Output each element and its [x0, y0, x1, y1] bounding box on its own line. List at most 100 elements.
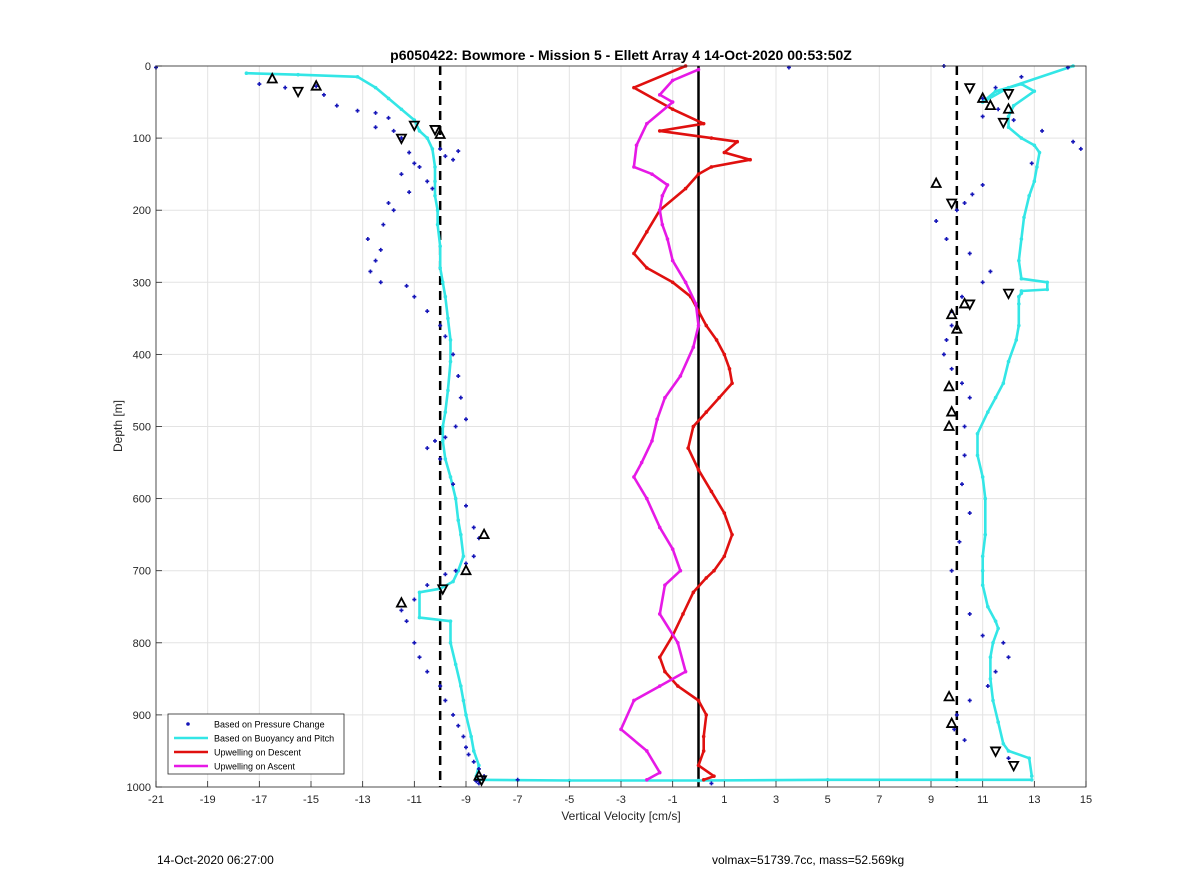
series-point	[670, 78, 675, 83]
series-point	[670, 100, 675, 104]
pressure-point	[954, 208, 959, 213]
x-tick-label: -9	[461, 794, 471, 806]
pressure-point	[443, 435, 448, 440]
pressure-point	[985, 684, 990, 689]
series-point	[1037, 150, 1042, 155]
series-point	[639, 460, 644, 465]
series-point	[696, 467, 701, 472]
pressure-point	[373, 110, 378, 115]
down-triangle-marker	[429, 125, 441, 137]
series-point	[632, 251, 636, 256]
series-point	[696, 67, 701, 72]
up-triangle-marker	[478, 527, 491, 540]
series-point	[446, 316, 450, 321]
pressure-point	[1029, 161, 1034, 166]
pressure-point	[962, 424, 967, 429]
series-point	[701, 734, 706, 739]
series-point	[440, 280, 445, 285]
series-point	[443, 294, 448, 299]
series-layer	[244, 64, 1075, 783]
pressure-point	[334, 103, 339, 108]
pressure-point	[443, 572, 448, 577]
pressure-point	[464, 417, 468, 422]
pressure-point	[1071, 139, 1076, 144]
series-point	[670, 107, 675, 112]
x-tick-label: 11	[977, 794, 988, 806]
series-point	[1006, 114, 1011, 119]
series-point	[417, 615, 422, 620]
x-tick-label: -19	[200, 794, 216, 806]
series-point	[1019, 276, 1024, 281]
pressure-point	[980, 96, 985, 101]
y-tick-label: 1000	[127, 782, 151, 794]
series-point	[996, 720, 1000, 724]
series-point	[722, 511, 727, 515]
series-point	[1029, 777, 1034, 782]
pressure-point	[954, 712, 959, 717]
pressure-point	[960, 381, 964, 386]
series-point	[417, 590, 422, 595]
series-point	[1017, 258, 1021, 263]
series-point	[983, 496, 988, 501]
pressure-point	[466, 752, 471, 757]
pressure-point	[967, 251, 972, 256]
x-tick-label: 5	[825, 794, 831, 806]
series-point	[663, 395, 667, 400]
pressure-point	[321, 92, 326, 97]
pressure-point	[443, 698, 448, 703]
series-point	[696, 698, 701, 703]
pressure-point	[451, 352, 456, 357]
chart-title: p6050422: Bowmore - Mission 5 - Ellett A…	[390, 47, 852, 63]
series-point	[1019, 82, 1024, 86]
series-point	[991, 641, 995, 645]
y-tick-label: 800	[133, 638, 151, 650]
series-point	[730, 532, 734, 537]
legend-label: Based on Pressure Change	[214, 720, 325, 730]
series-point	[980, 554, 985, 559]
series-point	[722, 554, 727, 559]
pressure-point	[471, 759, 476, 764]
series-point	[676, 684, 680, 688]
down-triangle-marker	[395, 133, 408, 146]
series-point	[657, 93, 662, 97]
y-tick-label: 500	[133, 422, 151, 434]
pressure-point	[1001, 640, 1006, 645]
pressure-point	[962, 453, 967, 458]
legend: Based on Pressure Change Based on Buoyanc…	[167, 713, 345, 775]
pressure-point	[373, 258, 378, 263]
series-point	[1001, 741, 1006, 746]
series-point	[986, 410, 990, 414]
pressure-point	[443, 334, 448, 339]
reference-lines	[438, 66, 959, 787]
up-triangle-marker	[395, 596, 408, 608]
series-point	[650, 439, 654, 443]
down-triangle-marker	[475, 775, 488, 787]
series-point	[1017, 294, 1021, 299]
pressure-point	[453, 424, 458, 429]
series-point	[722, 352, 727, 357]
series-point	[670, 547, 675, 551]
series-point	[701, 777, 706, 782]
series-point	[399, 107, 404, 112]
series-point	[993, 89, 998, 94]
x-axis-label: Vertical Velocity [cm/s]	[561, 809, 680, 823]
series-point	[435, 208, 440, 212]
series-point	[440, 424, 445, 429]
pressure-point	[451, 712, 456, 717]
x-tick-label: -13	[355, 794, 371, 806]
series-point	[730, 381, 734, 386]
series-point	[425, 136, 430, 140]
down-triangle-marker	[408, 120, 421, 133]
pressure-point	[962, 738, 967, 743]
y-tick-label: 600	[133, 494, 151, 506]
pressure-point	[952, 727, 957, 732]
series-point	[701, 121, 706, 126]
series-point	[634, 143, 639, 148]
pressure-point	[980, 280, 985, 285]
series-point	[704, 713, 709, 717]
series-point	[696, 172, 701, 176]
pressure-point	[378, 280, 383, 285]
pressure-point	[980, 633, 985, 638]
down-triangle-marker	[945, 198, 958, 210]
footer-timestamp: 14-Oct-2020 06:27:00	[157, 853, 274, 867]
